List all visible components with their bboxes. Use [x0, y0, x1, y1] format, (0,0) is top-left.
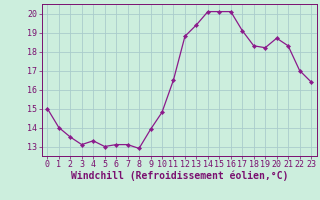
X-axis label: Windchill (Refroidissement éolien,°C): Windchill (Refroidissement éolien,°C): [70, 171, 288, 181]
